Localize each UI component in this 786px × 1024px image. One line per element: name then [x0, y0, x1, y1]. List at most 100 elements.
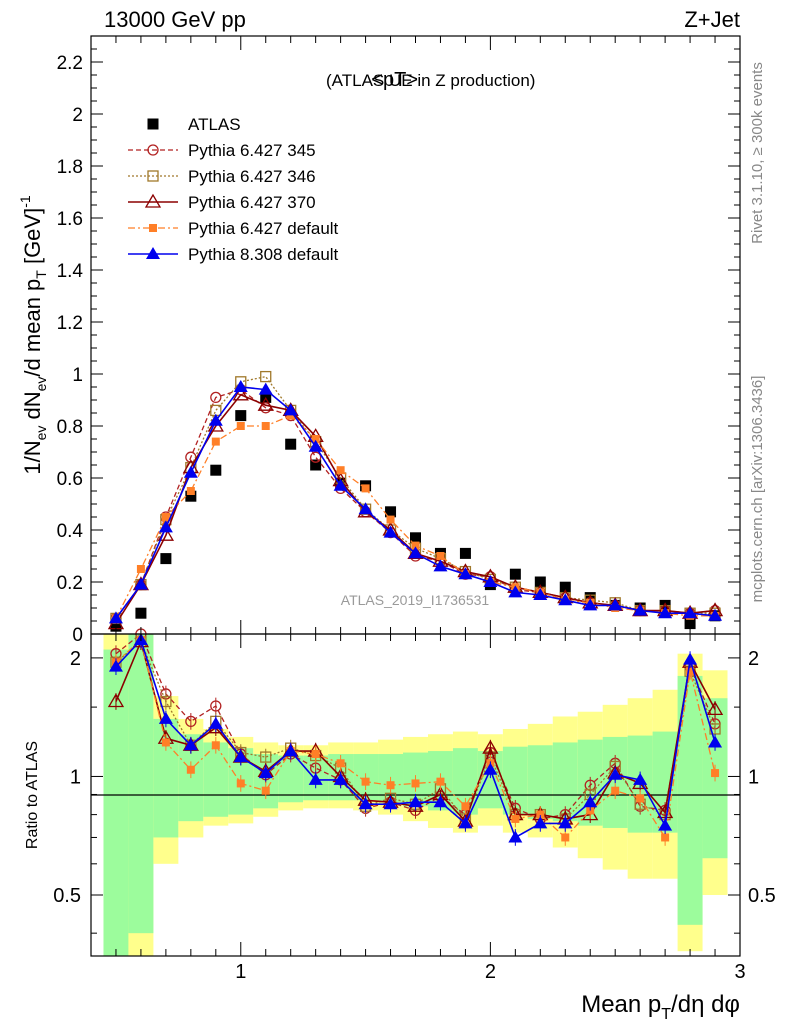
data-point: [386, 515, 395, 524]
ratio-point: [536, 810, 545, 819]
series-4: [111, 411, 720, 623]
ratio-point: [383, 797, 398, 810]
data-point: [534, 576, 546, 588]
legend-marker: [147, 118, 159, 130]
ratio-y-tick-label: 0.5: [53, 885, 81, 907]
series-2: [110, 370, 721, 625]
ratio-point: [233, 750, 248, 763]
ratio-point: [711, 769, 720, 778]
legend-entry: Pythia 6.427 default: [128, 219, 339, 238]
ratio-y-tick-label-right: 0.5: [748, 885, 776, 907]
y-tick-label: 1.2: [57, 313, 83, 334]
ratio-point: [411, 779, 420, 788]
ratio-point: [658, 818, 673, 831]
ratio-point: [508, 830, 523, 843]
ratio-y-tick-label: 2: [70, 648, 81, 670]
ratio-point: [260, 751, 272, 763]
data-point: [383, 525, 398, 538]
data-point: [408, 546, 423, 559]
data-point: [310, 459, 322, 471]
legend-entry: Pythia 6.427 370: [128, 193, 316, 212]
analysis-watermark: ATLAS_2019_I1736531: [341, 592, 490, 608]
ratio-point: [311, 750, 320, 759]
ratio-point: [608, 767, 623, 780]
ratio-point: [261, 786, 270, 795]
ratio-point: [161, 738, 170, 747]
ratio-point: [283, 744, 298, 757]
data-point: [684, 618, 696, 630]
ratio-point: [210, 700, 222, 712]
data-point: [558, 593, 573, 606]
series-line: [115, 414, 715, 619]
data-point: [336, 466, 345, 475]
ratio-point: [258, 766, 273, 779]
data-point: [258, 382, 273, 395]
data-point: [210, 464, 222, 476]
legend-label: Pythia 8.308 default: [188, 245, 339, 264]
series-5: [108, 380, 723, 624]
data-point: [559, 581, 571, 593]
legend-label: Pythia 6.427 default: [188, 219, 339, 238]
ratio-point: [482, 739, 499, 754]
data-point: [133, 577, 148, 590]
data-point: [358, 502, 373, 515]
data-point: [186, 487, 195, 495]
main-panel-series: [107, 370, 724, 632]
data-point: [232, 386, 249, 401]
data-point: [233, 380, 248, 392]
data-point: [211, 437, 220, 446]
data-point: [185, 490, 197, 502]
data-point: [508, 585, 523, 598]
y-tick-label: 1: [72, 365, 83, 386]
ratio-point: [561, 833, 570, 842]
data-point: [483, 575, 498, 587]
legend-marker: [146, 247, 160, 259]
data-point: [135, 607, 147, 619]
x-tick-label: 2: [485, 961, 496, 983]
data-point: [286, 411, 295, 420]
mcplots-reference-label: mcplots.cern.ch [arXiv:1306.3436]: [749, 376, 766, 603]
y-tick-label: 1.4: [57, 261, 84, 282]
data-point: [308, 439, 323, 452]
data-point: [208, 413, 223, 426]
ratio-y-tick-label: 1: [70, 766, 81, 788]
data-point: [260, 370, 272, 383]
ratio-point: [236, 779, 245, 788]
y-tick-label: 2: [72, 105, 83, 126]
y-tick-label: 2.2: [57, 53, 83, 74]
main-y-axis-label: 1/Nev dNev/d mean pT [GeV]-1: [17, 195, 49, 475]
data-point: [410, 532, 421, 544]
ratio-point: [683, 652, 698, 665]
legend-marker: [147, 170, 159, 182]
ratio-y-tick-label-right: 1: [748, 766, 759, 788]
legend-entry: ATLAS: [147, 115, 241, 134]
legend-marker: [147, 144, 159, 156]
ratio-point: [661, 833, 670, 842]
ratio-panel-series: [107, 628, 724, 846]
ratio-point: [686, 667, 695, 676]
data-point: [158, 520, 173, 533]
ratio-point: [408, 795, 423, 808]
ratio-point: [583, 795, 598, 808]
legend-marker: [144, 193, 162, 208]
data-point: [283, 403, 298, 416]
ratio-point: [436, 777, 445, 786]
axes: 0 0.2 0.4 0.6 0.8 1 1.2 1.4 1.6 1.8 2 2.2 1 2 3 0.5 0.5 1…: [53, 36, 776, 983]
ratio-series-4: [108, 633, 723, 846]
data-point: [658, 606, 673, 619]
data-point: [161, 513, 170, 521]
ratio-point: [333, 772, 348, 785]
ratio-point: [511, 814, 520, 823]
data-point: [183, 465, 198, 478]
data-point: [160, 553, 172, 565]
legend-label: Pythia 6.427 370: [188, 193, 316, 212]
ratio-point: [433, 795, 448, 808]
legend-label: Pythia 6.427 345: [188, 141, 316, 160]
chart-title: <pT>: [371, 69, 418, 91]
legend-entry: Pythia 6.427 346: [128, 167, 316, 186]
green-band-bin: [128, 634, 154, 934]
ratio-point: [708, 735, 723, 748]
data-point: [633, 603, 648, 616]
ratio-point: [183, 738, 198, 751]
legend-entry: Pythia 6.427 345: [128, 141, 316, 160]
